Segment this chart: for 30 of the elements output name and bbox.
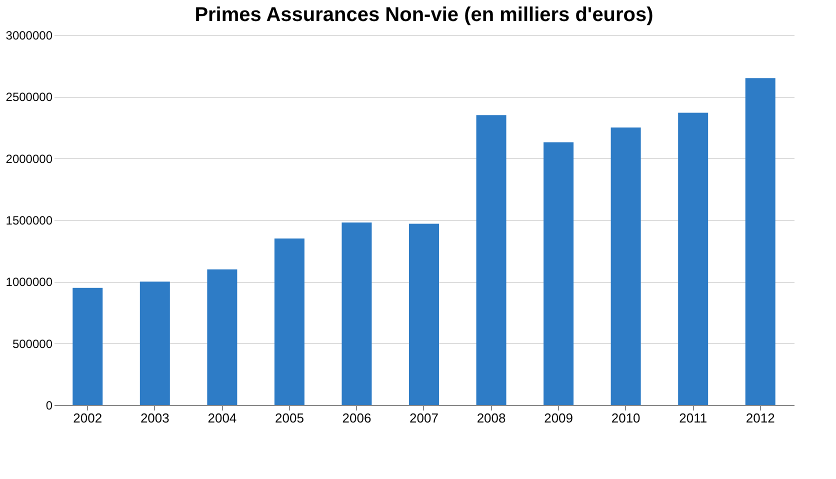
x-tick-label: 2003 bbox=[140, 410, 170, 426]
bar bbox=[207, 269, 238, 405]
x-tick-label: 2006 bbox=[342, 410, 372, 426]
bar bbox=[544, 142, 574, 405]
x-tick-label: 2010 bbox=[611, 410, 640, 426]
chart-title: Primes Assurances Non-vie (en milliers d'euros) bbox=[194, 4, 654, 26]
x-tick-label: 2008 bbox=[476, 410, 506, 426]
y-tick-label: 3000000 bbox=[6, 28, 53, 42]
bar bbox=[745, 78, 776, 405]
x-tick-label: 2007 bbox=[410, 410, 438, 426]
x-tick-label: 2002 bbox=[73, 410, 102, 426]
y-tick-label: 0 bbox=[46, 398, 53, 412]
bar bbox=[72, 288, 103, 405]
bar bbox=[274, 238, 304, 405]
bar bbox=[409, 224, 439, 405]
x-tick-label: 2009 bbox=[544, 410, 574, 426]
y-tick-label: 2000000 bbox=[6, 152, 53, 166]
y-tick-label: 1500000 bbox=[6, 214, 53, 228]
x-tick-label: 2012 bbox=[746, 410, 775, 426]
y-tick-label: 500000 bbox=[12, 336, 53, 351]
x-tick-label: 2004 bbox=[208, 410, 237, 426]
bar bbox=[476, 115, 506, 405]
x-tick-label: 2005 bbox=[274, 410, 304, 426]
y-tick-label: 2500000 bbox=[6, 90, 53, 104]
bar bbox=[140, 282, 170, 405]
x-tick-label: 2011 bbox=[679, 410, 708, 426]
bar bbox=[342, 222, 372, 405]
bar bbox=[610, 128, 641, 405]
bar bbox=[678, 112, 708, 405]
y-tick-label: 1000000 bbox=[6, 275, 53, 290]
